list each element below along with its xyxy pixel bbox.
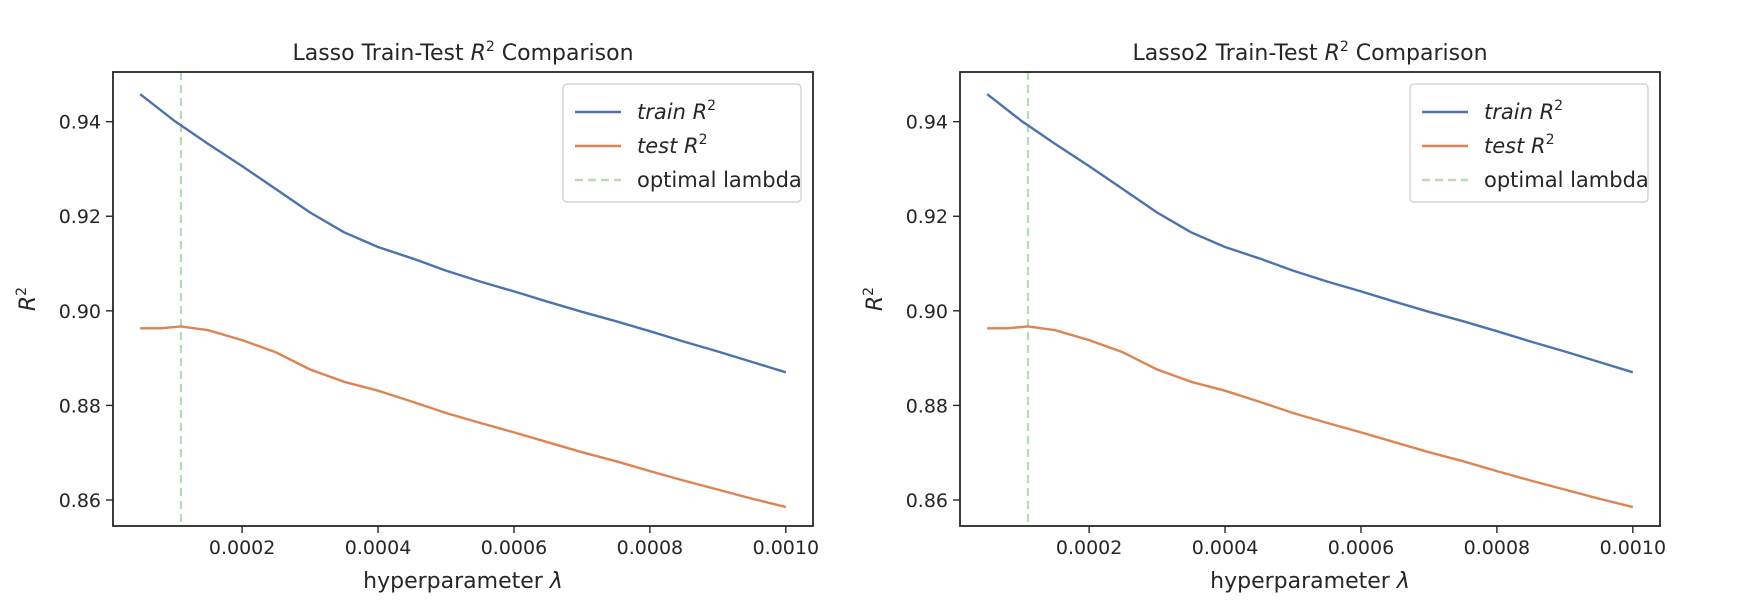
title-symbol: R [471, 41, 486, 66]
x-tick-label: 0.0006 [481, 537, 547, 559]
y-axis-label: R2 [14, 287, 41, 311]
chart-title: Lasso Train-Test R2 Comparison [292, 39, 633, 66]
legend-series-name: test [1484, 134, 1525, 158]
y-tick-label: 0.88 [906, 395, 948, 417]
x-tick-label: 0.0002 [1056, 537, 1122, 559]
x-axis-label-symbol: λ [549, 569, 563, 594]
legend-series-sup: 2 [1546, 132, 1555, 148]
title-suffix: Comparison [1349, 41, 1488, 66]
legend-series-sup: 2 [707, 98, 716, 114]
y-tick-label: 0.88 [59, 395, 101, 417]
y-tick-label: 0.86 [906, 490, 948, 512]
y-tick-label: 0.90 [906, 301, 948, 323]
y-axis-label: R2 [861, 287, 888, 311]
legend-entry-test: test R2 [637, 132, 708, 158]
x-tick-label: 0.0004 [345, 537, 411, 559]
x-tick-label: 0.0004 [1192, 537, 1258, 559]
y-tick-label: 0.90 [59, 301, 101, 323]
x-axis-label-text: hyperparameter [363, 569, 550, 594]
legend-entry-train: train R2 [1484, 98, 1563, 124]
series-line-train [986, 93, 1634, 374]
x-tick-label: 0.0006 [1328, 537, 1394, 559]
legend-series-symbol: R [693, 100, 708, 124]
legend-entry-optimal-lambda: optimal lambda [1484, 168, 1649, 192]
x-tick-label: 0.0010 [753, 537, 819, 559]
y-tick-label: 0.86 [59, 490, 101, 512]
y-axis-label-sup: 2 [14, 287, 30, 296]
title-sup: 2 [486, 39, 495, 55]
y-axis-label-symbol: R [16, 296, 41, 311]
x-tick-label: 0.0008 [1464, 537, 1530, 559]
legend-entry-train: train R2 [637, 98, 716, 124]
legend-series-symbol: R [1540, 100, 1555, 124]
x-tick-label: 0.0002 [209, 537, 275, 559]
y-tick-label: 0.92 [59, 206, 101, 228]
x-axis-label-symbol: λ [1396, 569, 1410, 594]
y-tick-label: 0.92 [906, 206, 948, 228]
title-suffix: Comparison [495, 41, 634, 66]
title-symbol: R [1325, 41, 1340, 66]
y-axis-label-symbol: R [863, 296, 888, 311]
axes-frame [959, 71, 1661, 527]
series-line-train [139, 93, 787, 374]
legend-series-symbol: R [684, 134, 699, 158]
y-axis-label-sup: 2 [861, 287, 877, 296]
series-line-test [987, 325, 1634, 509]
legend-entry-test: test R2 [1484, 132, 1555, 158]
title-prefix: Lasso2 Train-Test [1132, 41, 1324, 66]
legend-series-sup: 2 [699, 132, 708, 148]
legend-series-name: test [637, 134, 678, 158]
chart-title: Lasso2 Train-Test R2 Comparison [1132, 39, 1487, 66]
x-axis-label: hyperparameter λ [363, 569, 563, 594]
title-prefix: Lasso Train-Test [292, 41, 470, 66]
x-tick-label: 0.0008 [617, 537, 683, 559]
x-axis-label-text: hyperparameter [1210, 569, 1397, 594]
legend-box [1409, 83, 1649, 203]
axes-frame [112, 71, 814, 527]
title-sup: 2 [1340, 39, 1349, 55]
legend-box [562, 83, 802, 203]
y-tick-label: 0.94 [906, 112, 948, 134]
legend-series-symbol: R [1531, 134, 1546, 158]
series-line-test [140, 325, 787, 509]
y-tick-label: 0.94 [59, 112, 101, 134]
x-axis-label: hyperparameter λ [1210, 569, 1410, 594]
x-tick-label: 0.0010 [1600, 537, 1666, 559]
legend-series-name: train [637, 100, 686, 124]
legend-entry-optimal-lambda: optimal lambda [637, 168, 802, 192]
legend-series-name: train [1484, 100, 1533, 124]
legend-series-sup: 2 [1554, 98, 1563, 114]
